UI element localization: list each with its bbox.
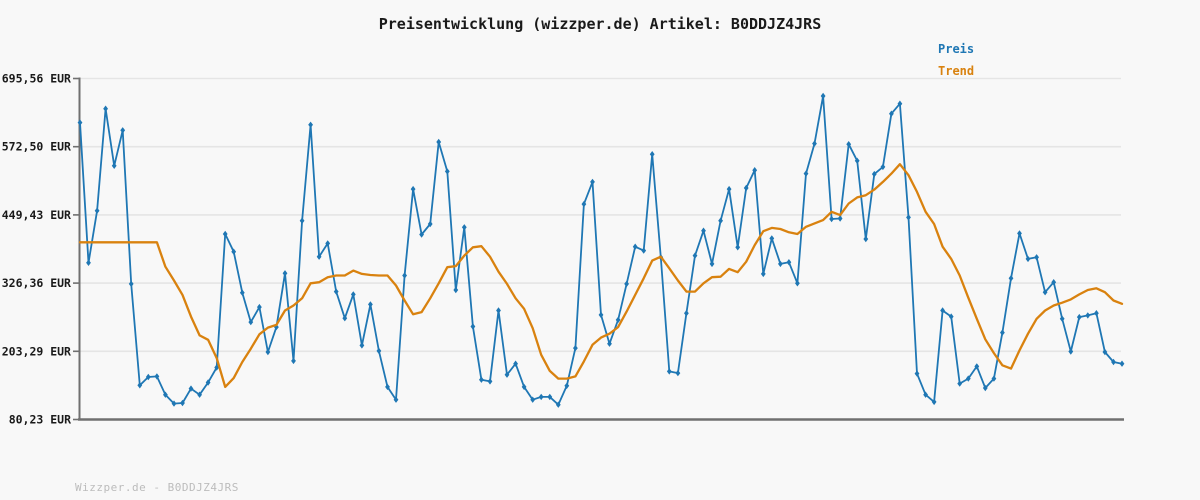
y-tick-label: 203,29 EUR [2, 344, 71, 358]
y-tick-label: 449,43 EUR [2, 208, 71, 222]
chart-legend: Preis Trend [938, 38, 974, 82]
watermark: Wizzper.de - B0DDJZ4JRS [75, 481, 239, 494]
legend-item-trend: Trend [938, 64, 975, 78]
y-tick-label: 695,56 EUR [2, 72, 71, 86]
y-tick-label: 80,23 EUR [9, 413, 71, 427]
preis-markers [77, 92, 1125, 408]
trend-line [78, 163, 1124, 389]
y-tick-label: 572,50 EUR [2, 140, 71, 154]
y-tick-label: 326,36 EUR [2, 276, 71, 290]
preis-line [79, 95, 1123, 406]
chart-title: Preisentwicklung (wizzper.de) Artikel: B… [378, 15, 822, 33]
legend-item-preis: Preis [938, 42, 975, 56]
